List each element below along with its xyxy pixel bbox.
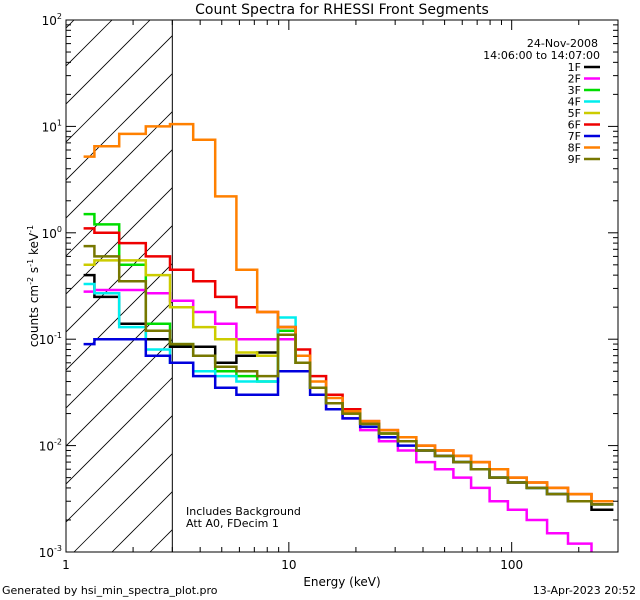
legend-label-2F: 2F bbox=[568, 73, 581, 86]
hatch-line bbox=[149, 529, 173, 552]
series-1F bbox=[83, 273, 614, 511]
date-label: 24-Nov-2008 bbox=[527, 37, 598, 50]
hatch-line bbox=[66, 20, 151, 105]
legend-label-1F: 1F bbox=[568, 61, 581, 74]
axis-ticks: 1 10 100 10-3 10-2 10-1 100 101 102 bbox=[39, 12, 619, 572]
legend-label-9F: 9F bbox=[568, 153, 581, 166]
legend-label-8F: 8F bbox=[568, 142, 581, 155]
x-axis-label: Energy (keV) bbox=[303, 575, 380, 589]
series-8F bbox=[83, 122, 614, 503]
footer-timestamp: 13-Apr-2023 20:52 bbox=[532, 584, 636, 597]
legend-label-3F: 3F bbox=[568, 84, 581, 97]
y-tick-label: 10-3 bbox=[39, 544, 62, 560]
series-9F bbox=[83, 244, 614, 506]
x-tick-label: 1 bbox=[62, 558, 70, 572]
y-tick-label: 10-1 bbox=[39, 331, 62, 347]
series-layer bbox=[83, 122, 614, 552]
x-tick-label: 10 bbox=[281, 558, 296, 572]
series-7F bbox=[83, 337, 614, 506]
y-tick-label: 100 bbox=[42, 225, 62, 241]
attenuator-note: Att A0, FDecim 1 bbox=[186, 517, 279, 530]
chart-title: Count Spectra for RHESSI Front Segments bbox=[195, 2, 489, 18]
hatch-line bbox=[66, 263, 173, 371]
hatch-line bbox=[66, 187, 173, 295]
series-6F bbox=[83, 227, 614, 503]
footer-generator: Generated by hsi_min_spectra_plot.pro bbox=[2, 584, 218, 597]
series-2F bbox=[83, 288, 593, 552]
series-5F bbox=[83, 259, 614, 506]
hatch-line bbox=[111, 491, 173, 552]
y-tick-label: 102 bbox=[42, 12, 62, 28]
y-tick-label: 10-2 bbox=[39, 438, 62, 454]
x-tick-label: 100 bbox=[500, 558, 523, 572]
background-note: Includes Background bbox=[186, 505, 301, 518]
hatch-line bbox=[66, 35, 173, 143]
legend-label-7F: 7F bbox=[568, 130, 581, 143]
hatch-line bbox=[66, 415, 173, 523]
hatch-line bbox=[66, 149, 173, 257]
time-range-label: 14:06:00 to 14:07:00 bbox=[483, 49, 600, 62]
y-axis-label: counts cm-2 s-1 keV-1 bbox=[26, 225, 41, 347]
hatch-line bbox=[66, 377, 173, 485]
legend-label-5F: 5F bbox=[568, 107, 581, 120]
y-tick-label: 101 bbox=[42, 118, 62, 134]
series-4F bbox=[83, 282, 614, 506]
legend-label-4F: 4F bbox=[568, 96, 581, 109]
legend-label-6F: 6F bbox=[568, 119, 581, 132]
excluded-energy-hatch bbox=[66, 20, 173, 552]
plot-frame bbox=[65, 19, 619, 553]
hatch-line bbox=[66, 20, 113, 67]
